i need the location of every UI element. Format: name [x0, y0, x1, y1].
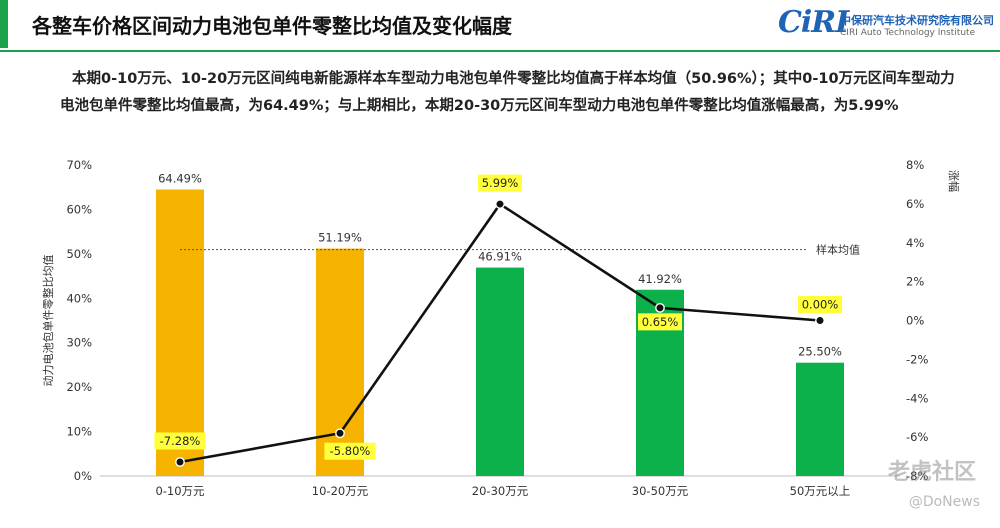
company-logo: CiRI 中保研汽车技术研究院有限公司 CIRI Auto Technology… — [778, 5, 994, 46]
y2-tick-label: 8% — [906, 158, 924, 172]
change-point — [655, 302, 665, 313]
bar — [796, 362, 844, 476]
y-tick-label: 10% — [66, 425, 92, 439]
x-tick-label: 10-20万元 — [312, 484, 369, 498]
change-point — [495, 199, 505, 209]
change-label-box — [154, 432, 206, 450]
bar — [316, 248, 364, 476]
y-tick-label: 70% — [66, 158, 92, 172]
change-label-box — [638, 313, 682, 331]
y2-axis-title: 涨幅 — [947, 170, 960, 192]
bar-value-label: 51.19% — [318, 231, 362, 245]
y2-tick-label: 4% — [906, 236, 924, 250]
y2-tick-label: 6% — [906, 197, 924, 211]
y2-tick-label: -2% — [906, 352, 928, 366]
change-point — [335, 428, 345, 439]
y-tick-label: 60% — [66, 202, 92, 216]
summary-text: 本期0-10万元、10-20万元区间纯电新能源样本车型动力电池包单件零整比均值高… — [60, 71, 955, 114]
x-tick-label: 20-30万元 — [472, 484, 529, 498]
y2-tick-label: 2% — [906, 275, 924, 289]
watermark-text: 老虎社区 — [887, 460, 976, 485]
change-label-box — [478, 174, 522, 192]
y-tick-label: 0% — [74, 469, 92, 483]
bar — [476, 267, 524, 476]
reference-line-label: 样本均值 — [816, 243, 860, 257]
x-tick-label: 30-50万元 — [632, 484, 689, 498]
bar-value-label: 64.49% — [158, 171, 202, 185]
price-range-chart: 0% 10% 20% 30% 40% 50% 60% 70% -8% -6% -4% -2% 0% 2% 4… — [41, 158, 960, 498]
change-value-label: 0.00% — [802, 298, 839, 312]
y2-tick-label: 0% — [906, 314, 924, 328]
page-title: 各整车价格区间动力电池包单件零整比均值及变化幅度 — [32, 14, 512, 38]
title-accent-bar — [0, 0, 8, 48]
y-tick-label: 20% — [66, 380, 92, 394]
y-tick-label: 50% — [66, 247, 92, 261]
y-tick-label: 40% — [66, 291, 92, 305]
bar-value-label: 46.91% — [478, 250, 522, 264]
bar-value-label: 25.50% — [798, 345, 842, 359]
logo-mark: CiRI — [778, 5, 849, 40]
logo-company-name: 中保研汽车技术研究院有限公司 — [840, 14, 994, 27]
watermark-sub-text: @DoNews — [908, 494, 980, 510]
change-value-label: 5.99% — [482, 176, 519, 190]
title-divider — [0, 50, 1000, 52]
y-axis-title: 动力电池包单件零整比均值 — [41, 255, 55, 387]
change-label-box — [798, 296, 842, 313]
bar-value-label: 41.92% — [638, 272, 682, 286]
y-tick-label: 30% — [66, 336, 92, 350]
change-value-label: -5.80% — [330, 444, 371, 458]
change-point — [175, 457, 185, 467]
bar — [156, 189, 204, 476]
change-value-label: -7.28% — [160, 434, 201, 448]
y2-tick-label: -8% — [906, 469, 928, 483]
change-point — [815, 315, 825, 326]
x-tick-label: 0-10万元 — [155, 484, 205, 498]
y2-tick-label: -4% — [906, 391, 928, 405]
logo-english-name: CIRI Auto Technology Institute — [840, 28, 976, 38]
change-label-box — [324, 442, 376, 460]
x-tick-label: 50万元以上 — [790, 484, 851, 498]
change-value-label: 0.65% — [642, 315, 679, 329]
y2-tick-label: -6% — [906, 430, 928, 444]
